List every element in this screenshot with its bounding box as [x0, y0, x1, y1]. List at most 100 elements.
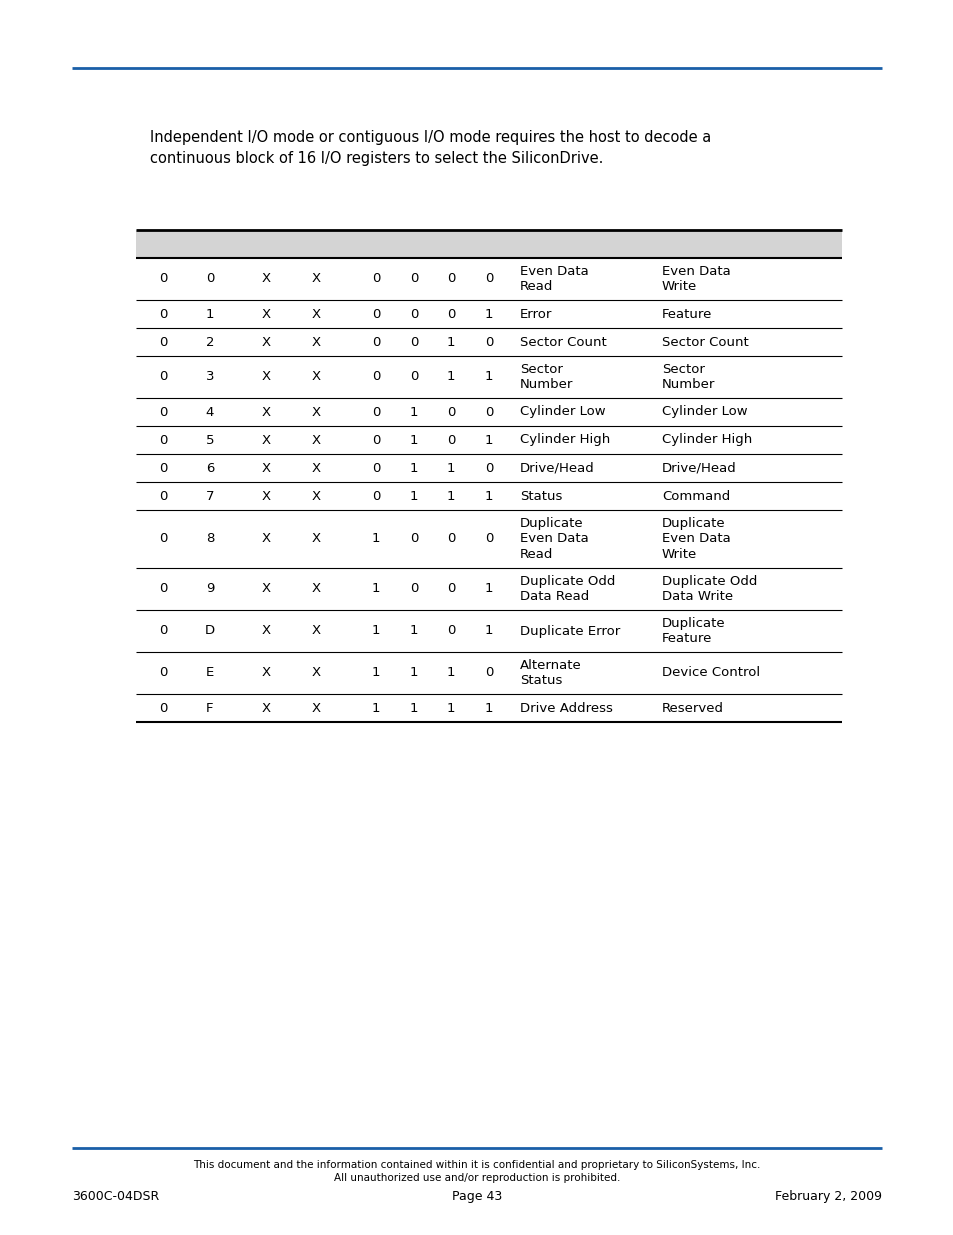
Text: 0: 0: [446, 308, 455, 321]
Text: 1: 1: [410, 405, 417, 419]
Text: 0: 0: [410, 308, 417, 321]
Text: Duplicate
Even Data
Write: Duplicate Even Data Write: [661, 517, 730, 561]
Text: X: X: [261, 625, 271, 637]
Text: 0: 0: [484, 405, 493, 419]
Text: Independent I/O mode or contiguous I/O mode requires the host to decode a
contin: Independent I/O mode or contiguous I/O m…: [150, 130, 711, 165]
Text: 0: 0: [484, 667, 493, 679]
Text: 9: 9: [206, 583, 214, 595]
Text: 0: 0: [158, 701, 167, 715]
Text: X: X: [311, 701, 320, 715]
Text: X: X: [261, 405, 271, 419]
Text: 0: 0: [410, 532, 417, 546]
Text: 0: 0: [206, 273, 214, 285]
Text: 0: 0: [372, 308, 380, 321]
Text: This document and the information contained within it is confidential and propri: This document and the information contai…: [193, 1160, 760, 1170]
Text: 1: 1: [372, 701, 380, 715]
Text: 1: 1: [410, 462, 417, 474]
Text: Duplicate
Even Data
Read: Duplicate Even Data Read: [519, 517, 588, 561]
Text: X: X: [311, 433, 320, 447]
Text: 0: 0: [446, 625, 455, 637]
Text: X: X: [311, 336, 320, 348]
Text: 1: 1: [446, 462, 455, 474]
Text: X: X: [311, 405, 320, 419]
Text: 0: 0: [484, 462, 493, 474]
Text: 0: 0: [158, 336, 167, 348]
Text: 0: 0: [484, 336, 493, 348]
Text: 0: 0: [372, 336, 380, 348]
Text: 0: 0: [410, 273, 417, 285]
Text: February 2, 2009: February 2, 2009: [774, 1191, 882, 1203]
Text: X: X: [311, 273, 320, 285]
Text: 1: 1: [484, 370, 493, 384]
Text: X: X: [311, 462, 320, 474]
Text: Page 43: Page 43: [452, 1191, 501, 1203]
Text: Cylinder High: Cylinder High: [519, 433, 610, 447]
Bar: [136, 230, 841, 258]
Text: 0: 0: [158, 532, 167, 546]
Text: 3600C-04DSR: 3600C-04DSR: [71, 1191, 159, 1203]
Text: 1: 1: [410, 701, 417, 715]
Text: 1: 1: [446, 370, 455, 384]
Text: X: X: [261, 308, 271, 321]
Text: 0: 0: [410, 583, 417, 595]
Text: 0: 0: [158, 462, 167, 474]
Text: Command: Command: [661, 489, 729, 503]
Text: 0: 0: [372, 405, 380, 419]
Text: 0: 0: [372, 273, 380, 285]
Text: X: X: [261, 667, 271, 679]
Text: 0: 0: [446, 532, 455, 546]
Text: X: X: [261, 336, 271, 348]
Text: Cylinder High: Cylinder High: [661, 433, 752, 447]
Text: F: F: [206, 701, 213, 715]
Text: 0: 0: [372, 462, 380, 474]
Text: X: X: [311, 532, 320, 546]
Text: 0: 0: [446, 583, 455, 595]
Text: 1: 1: [446, 489, 455, 503]
Text: Feature: Feature: [661, 308, 712, 321]
Text: 0: 0: [484, 273, 493, 285]
Text: Sector Count: Sector Count: [661, 336, 748, 348]
Text: Duplicate Odd
Data Write: Duplicate Odd Data Write: [661, 576, 757, 603]
Text: Status: Status: [519, 489, 561, 503]
Text: X: X: [311, 625, 320, 637]
Text: 0: 0: [410, 370, 417, 384]
Text: 0: 0: [372, 433, 380, 447]
Text: 1: 1: [372, 667, 380, 679]
Text: X: X: [311, 308, 320, 321]
Text: Cylinder Low: Cylinder Low: [519, 405, 605, 419]
Text: X: X: [311, 667, 320, 679]
Text: 1: 1: [206, 308, 214, 321]
Text: Duplicate Error: Duplicate Error: [519, 625, 619, 637]
Text: 0: 0: [158, 405, 167, 419]
Text: 0: 0: [158, 625, 167, 637]
Text: 6: 6: [206, 462, 214, 474]
Text: 0: 0: [158, 433, 167, 447]
Text: 3: 3: [206, 370, 214, 384]
Text: 1: 1: [484, 583, 493, 595]
Text: 0: 0: [158, 308, 167, 321]
Text: 0: 0: [410, 336, 417, 348]
Text: D: D: [205, 625, 214, 637]
Text: 1: 1: [484, 489, 493, 503]
Text: 1: 1: [446, 336, 455, 348]
Text: X: X: [261, 532, 271, 546]
Text: All unauthorized use and/or reproduction is prohibited.: All unauthorized use and/or reproduction…: [334, 1173, 619, 1183]
Text: 1: 1: [446, 701, 455, 715]
Text: 1: 1: [484, 701, 493, 715]
Text: 1: 1: [410, 625, 417, 637]
Text: 8: 8: [206, 532, 214, 546]
Text: X: X: [311, 489, 320, 503]
Text: Drive/Head: Drive/Head: [519, 462, 594, 474]
Text: 0: 0: [158, 583, 167, 595]
Text: 0: 0: [446, 405, 455, 419]
Text: Error: Error: [519, 308, 552, 321]
Text: Cylinder Low: Cylinder Low: [661, 405, 747, 419]
Text: X: X: [261, 433, 271, 447]
Text: 0: 0: [484, 532, 493, 546]
Text: 2: 2: [206, 336, 214, 348]
Text: Sector Count: Sector Count: [519, 336, 606, 348]
Text: 1: 1: [410, 667, 417, 679]
Text: Duplicate
Feature: Duplicate Feature: [661, 618, 725, 645]
Text: 1: 1: [484, 308, 493, 321]
Text: 1: 1: [372, 625, 380, 637]
